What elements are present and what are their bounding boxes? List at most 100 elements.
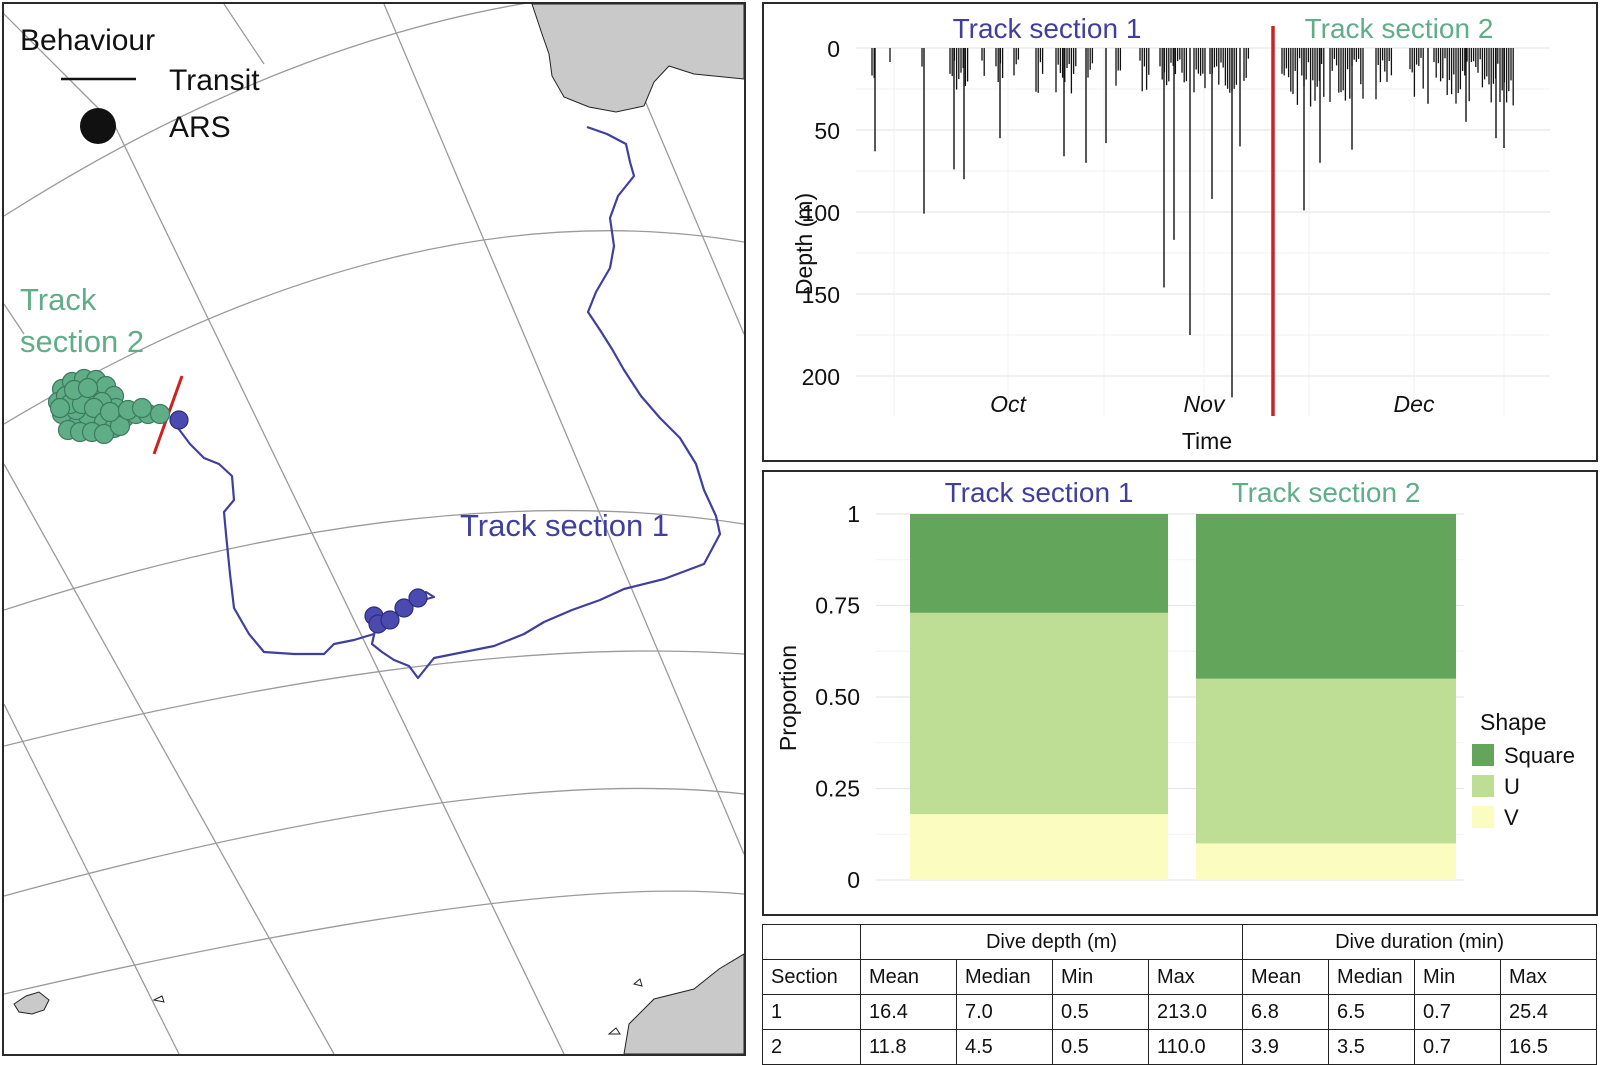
shape-legend-swatch <box>1472 744 1494 766</box>
legend-ars-label: ARS <box>169 111 231 144</box>
table-row: 2 11.8 4.5 0.5 110.0 3.9 3.5 0.7 16.5 <box>762 1029 1598 1065</box>
table-column-header: Mean <box>1242 959 1330 995</box>
map-label-section-2-line-2: section 2 <box>20 324 144 359</box>
dive-x-tick-label: Oct <box>990 391 1027 417</box>
ars-point-section-2 <box>49 397 71 419</box>
table-cell: 2 <box>762 1029 861 1065</box>
dive-summary-table: Dive depth (m) Dive duration (min) Secti… <box>762 924 1598 1065</box>
table-column-header: Median <box>1328 959 1416 995</box>
table-row: 1 16.4 7.0 0.5 213.0 6.8 6.5 0.7 25.4 <box>762 994 1598 1030</box>
legend-ars-dot-icon <box>80 108 116 144</box>
proportion-bar-u <box>1196 678 1456 844</box>
ars-point-section-2 <box>149 403 171 425</box>
table-cell: 1 <box>762 994 861 1030</box>
proportion-category-label: Track section 1 <box>945 477 1134 508</box>
shape-legend-label: U <box>1504 774 1520 799</box>
table-group-header: Dive duration (min) <box>1242 924 1598 960</box>
dive-shape-proportion-chart: 00.250.500.751 Track section 1 Track sect… <box>775 477 1575 893</box>
track-section-1-transit <box>370 125 722 680</box>
proportion-y-tick-label: 1 <box>847 501 860 527</box>
proportion-bar-u <box>910 612 1168 815</box>
dive-section-2-label: Track section 2 <box>1305 13 1494 44</box>
table-cell: 4.5 <box>956 1029 1053 1065</box>
dive-y-tick-label: 150 <box>802 282 840 308</box>
track-map: Behaviour Transit ARS Track section 2 Tr… <box>0 0 745 1055</box>
table-cell: 0.7 <box>1414 1029 1502 1065</box>
proportion-category-labels: Track section 1 Track section 2 <box>945 477 1421 508</box>
table-sub-header-row: Section Mean Median Min Max Mean Median Min Max <box>762 959 1598 995</box>
map-label-section-2-line-1: Track <box>20 282 97 317</box>
table-cell: 0.5 <box>1052 1029 1149 1065</box>
table-cell: 3.9 <box>1242 1029 1330 1065</box>
table-cell: 0.5 <box>1052 994 1149 1030</box>
table-cell: 213.0 <box>1147 994 1244 1030</box>
table-header-blank <box>762 924 861 960</box>
shape-legend: Shape Square UV <box>1472 709 1575 830</box>
table-cell: 7.0 <box>956 994 1053 1030</box>
table-cell: 0.7 <box>1414 994 1502 1030</box>
dive-bars <box>871 48 1514 398</box>
proportion-y-tick-label: 0.50 <box>815 684 860 710</box>
dive-y-tick-label: 100 <box>802 200 840 226</box>
dive-section-1-label: Track section 1 <box>953 13 1142 44</box>
proportion-bar-square <box>1196 514 1456 679</box>
ars-point-section-2 <box>131 397 153 419</box>
legend-transit-label: Transit <box>169 64 260 97</box>
dive-profile-chart: 0 50 100 150 200 Oct Nov Dec Track section 1 T… <box>791 13 1550 454</box>
ars-point-section-2 <box>109 415 131 437</box>
table-column-header: Min <box>1414 959 1502 995</box>
table-group-header: Dive depth (m) <box>859 924 1244 960</box>
table-cell: 6.5 <box>1328 994 1416 1030</box>
ars-point-section-1 <box>408 588 428 608</box>
section-1-ars-points <box>169 410 428 634</box>
ars-point-section-2 <box>93 423 115 445</box>
proportion-y-tick-label: 0.25 <box>815 776 860 802</box>
island <box>13 991 50 1015</box>
dive-x-tick-label: Nov <box>1184 391 1226 417</box>
shape-legend-label: Square <box>1504 743 1575 768</box>
proportion-y-axis-label: Proportion <box>775 645 801 751</box>
table-cell: 16.4 <box>860 994 957 1030</box>
proportion-y-ticks: 0 0.25 0.50 0.75 1 <box>815 501 860 893</box>
legend-title: Behaviour <box>20 24 155 57</box>
dive-x-tick-label: Dec <box>1394 391 1435 417</box>
table-column-header: Min <box>1052 959 1149 995</box>
table-column-header: Max <box>1147 959 1244 995</box>
table-cell: 110.0 <box>1147 1029 1244 1065</box>
table-cell: 25.4 <box>1500 994 1598 1030</box>
proportion-category-label: Track section 2 <box>1232 477 1421 508</box>
ars-point-section-2 <box>99 401 121 423</box>
land-area <box>531 3 745 113</box>
dive-x-axis-label: Time <box>1182 428 1232 454</box>
map-panel: Behaviour Transit ARS Track section 2 Tr… <box>0 0 746 1056</box>
shape-legend-swatch <box>1472 806 1494 828</box>
proportion-bar-square <box>910 514 1168 613</box>
island <box>152 978 643 1035</box>
map-label-section-1: Track section 1 <box>460 508 669 543</box>
dive-y-ticks: 0 50 100 150 200 <box>802 36 840 390</box>
proportion-y-tick-label: 0.75 <box>815 593 860 619</box>
table-cell: 3.5 <box>1328 1029 1416 1065</box>
dive-y-tick-label: 0 <box>827 36 840 62</box>
dive-profile-panel: 0 50 100 150 200 Oct Nov Dec Track section 1 T… <box>762 2 1598 462</box>
land-area-small <box>623 953 745 1055</box>
table-column-header: Mean <box>860 959 957 995</box>
ars-point-section-2 <box>77 377 99 399</box>
proportion-bar-v <box>1196 843 1456 880</box>
table-cell: 11.8 <box>860 1029 957 1065</box>
proportion-bar-v <box>910 814 1168 880</box>
ars-point-section-1 <box>380 610 400 630</box>
dive-y-tick-label: 200 <box>802 364 840 390</box>
ars-point-section-1 <box>169 410 189 430</box>
ars-point-section-1 <box>394 598 414 618</box>
table-group-header-row: Dive depth (m) Dive duration (min) <box>762 924 1598 960</box>
section-2-ars-points <box>47 368 171 445</box>
dive-y-axis-label: Depth (m) <box>791 193 817 295</box>
shape-legend-title: Shape <box>1480 709 1547 735</box>
proportion-y-tick-label: 0 <box>847 867 860 893</box>
dive-x-ticks: Oct Nov Dec <box>990 391 1435 417</box>
table-cell: 6.8 <box>1242 994 1330 1030</box>
track-section-1-transit <box>177 427 375 656</box>
shape-legend-label: V <box>1504 805 1519 830</box>
table-cell: 16.5 <box>1500 1029 1598 1065</box>
